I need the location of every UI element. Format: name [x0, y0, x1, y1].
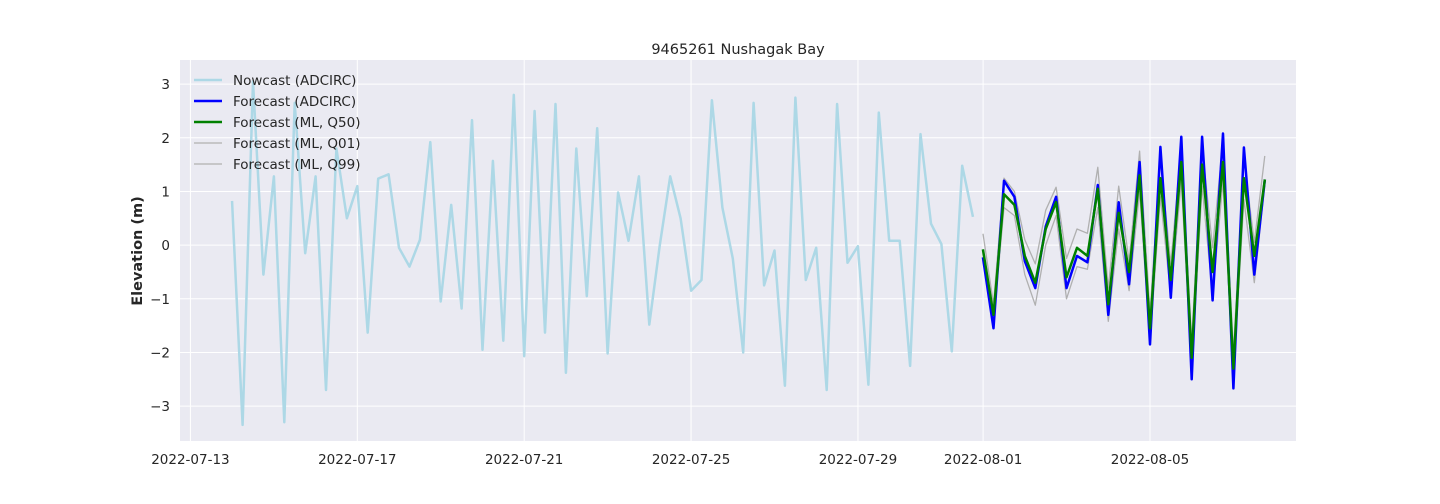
x-tick-label: 2022-08-05 — [1111, 452, 1189, 468]
x-tick-labels: 2022-07-13 2022-07-17 2022-07-21 2022-07-25… — [151, 452, 1189, 468]
series-line-forecast-ml-q01 — [982, 180, 1266, 380]
grid-lines — [180, 60, 1296, 441]
series-layer — [230, 80, 1267, 427]
x-tick-label: 2022-07-21 — [485, 452, 563, 468]
plot-area — [180, 60, 1296, 441]
y-tick-label: 0 — [161, 238, 170, 254]
y-tick-label: 3 — [161, 77, 170, 93]
x-tick-label: 2022-08-01 — [944, 452, 1022, 468]
x-tick-label: 2022-07-13 — [151, 452, 229, 468]
series-line-forecast-ml-q50 — [981, 160, 1267, 370]
series-line-nowcast — [230, 80, 975, 427]
x-tick-label: 2022-07-25 — [652, 452, 730, 468]
x-tick-label: 2022-07-17 — [318, 452, 396, 468]
y-tick-label: 1 — [161, 184, 170, 200]
legend-label: Forecast (ML, Q99) — [233, 157, 361, 173]
series-line-forecast-ml-q99 — [982, 139, 1266, 354]
y-tick-label: −3 — [150, 399, 170, 415]
legend-label: Forecast (ML, Q01) — [233, 136, 361, 152]
y-tick-labels: −3 −2 −1 0 1 2 3 — [150, 77, 170, 415]
legend: Nowcast (ADCIRC) Forecast (ADCIRC) Forecas… — [194, 73, 361, 173]
y-tick-label: −2 — [150, 345, 170, 361]
x-tick-label: 2022-07-29 — [819, 452, 897, 468]
legend-label: Forecast (ML, Q50) — [233, 115, 361, 131]
chart-title: 9465261 Nushagak Bay — [651, 42, 825, 58]
y-tick-label: −1 — [150, 292, 170, 308]
legend-label: Nowcast (ADCIRC) — [233, 73, 356, 89]
y-axis-label: Elevation (m) — [130, 196, 146, 306]
legend-label: Forecast (ADCIRC) — [233, 94, 356, 110]
y-tick-label: 2 — [161, 131, 170, 147]
